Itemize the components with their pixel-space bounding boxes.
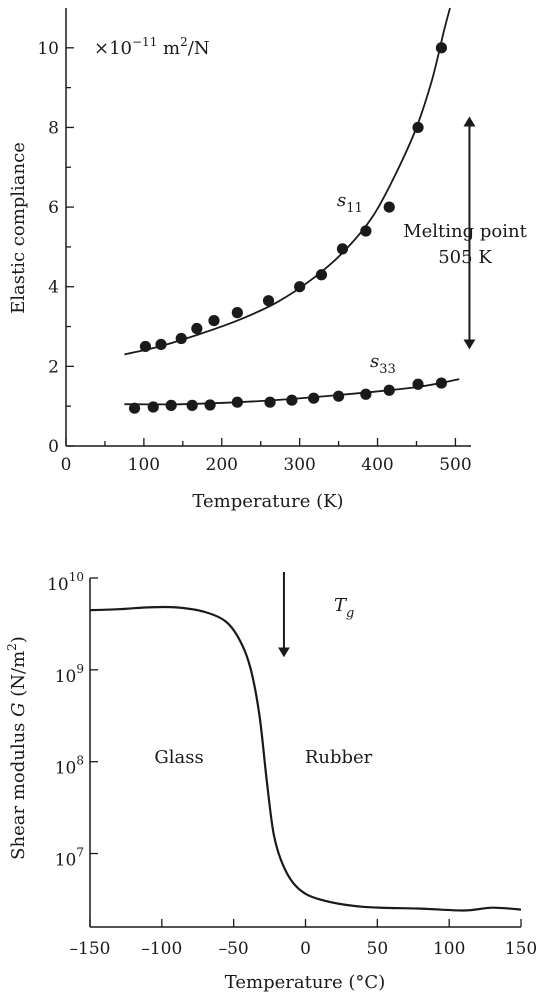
data-point-s33 — [332, 390, 345, 402]
melting-point-value: 505 K — [438, 247, 492, 268]
chart2-y-tick-label: 108 — [55, 754, 84, 779]
chart1-axes — [65, 8, 471, 447]
data-point-s33 — [264, 396, 276, 408]
chart2-y-axis-title: Shear modulus G (N/m2) — [5, 636, 29, 860]
data-point-s11 — [412, 121, 424, 134]
chart2-x-tick-label: –150 — [70, 939, 111, 959]
region-label-rubber: Rubber — [305, 747, 373, 768]
chart2-x-tick-label: 0 — [300, 939, 311, 959]
chart2-x-axis-title: Temperature (°C) — [225, 972, 385, 993]
chart1-x-tick-label: 200 — [206, 455, 238, 475]
data-point-s33 — [165, 399, 177, 411]
chart2-x-tick-label: 50 — [367, 939, 389, 959]
data-point-s33 — [308, 392, 320, 404]
chart1-y-tick-labels: 0 2 4 6 8 10 — [37, 39, 59, 457]
chart2-x-tick-label: –50 — [219, 939, 249, 959]
chart2-modulus-curve — [89, 605, 522, 912]
chart2-y-tick-labels: 107 108 109 1010 — [47, 570, 84, 871]
data-point-s11 — [294, 281, 306, 293]
data-point-s11 — [175, 332, 187, 345]
data-point-s33 — [412, 378, 424, 390]
data-point-s11 — [383, 201, 395, 213]
series-label-s33: s33 — [370, 351, 396, 377]
modulus-curve — [89, 605, 522, 912]
data-point-s33 — [186, 399, 198, 411]
chart1-y-tick-label: 10 — [37, 39, 59, 59]
data-point-s33 — [360, 388, 372, 400]
data-point-s11 — [191, 322, 203, 335]
series-label-s11: s11 — [337, 190, 363, 216]
chart2-x-tick-label: 100 — [433, 939, 465, 959]
melting-point-label: Melting point — [403, 221, 527, 242]
chart2-y-tick-label: 1010 — [47, 570, 84, 595]
data-point-s33 — [286, 394, 298, 406]
data-point-s11 — [315, 269, 328, 281]
data-point-s11 — [139, 340, 152, 353]
chart1-x-tick-label: 0 — [61, 455, 72, 475]
data-point-s33 — [231, 396, 243, 408]
chart1-y-axis-title: Elastic compliance — [8, 142, 29, 314]
shear-modulus-chart: 107 108 109 1010 –150 –100 –50 0 50 100 150 Tg Gl… — [5, 570, 537, 993]
region-label-glass: Glass — [154, 747, 203, 768]
tg-label: Tg — [334, 595, 354, 621]
data-point-s11 — [231, 307, 243, 319]
data-point-s11 — [208, 314, 220, 327]
chart2-y-tick-label: 107 — [55, 846, 84, 871]
data-point-s33 — [147, 401, 159, 413]
chart1-units-note: ×10−11 m2/N — [94, 35, 210, 59]
chart1-y-tick-label: 8 — [48, 118, 59, 138]
compliance-chart: 0 2 4 6 8 10 0 100 200 300 400 500 ×10−11 m2/N s11… — [8, 7, 528, 512]
chart1-data-points — [128, 42, 448, 414]
chart2-axes — [89, 577, 522, 928]
chart1-x-tick-labels: 0 100 200 300 400 500 — [61, 455, 472, 475]
chart2-x-tick-labels: –150 –100 –50 0 50 100 150 — [70, 939, 538, 959]
chart1-y-tick-label: 0 — [48, 437, 59, 457]
chart2-y-tick-label: 109 — [55, 662, 84, 687]
chart1-x-tick-label: 500 — [439, 455, 471, 475]
chart1-x-tick-label: 300 — [283, 455, 315, 475]
chart1-x-tick-label: 100 — [128, 455, 160, 475]
data-point-s11 — [435, 42, 448, 54]
data-point-s33 — [204, 399, 216, 411]
data-point-s33 — [383, 384, 395, 396]
chart2-x-tick-label: 150 — [505, 939, 537, 959]
data-point-s33 — [128, 402, 141, 414]
chart2-x-tick-label: –100 — [141, 939, 182, 959]
data-point-s11 — [262, 295, 275, 307]
chart1-x-axis-title: Temperature (K) — [192, 491, 343, 512]
data-point-s33 — [435, 377, 448, 389]
chart1-y-tick-label: 2 — [48, 357, 59, 377]
chart1-y-tick-label: 4 — [48, 278, 59, 298]
data-point-s11 — [336, 243, 349, 255]
chart1-fit-curves — [124, 7, 460, 406]
chart1-y-tick-label: 6 — [48, 198, 59, 218]
data-point-s11 — [360, 225, 372, 237]
data-point-s11 — [155, 338, 167, 351]
fit-curve-s11 — [124, 7, 451, 356]
chart1-x-tick-label: 400 — [361, 455, 393, 475]
